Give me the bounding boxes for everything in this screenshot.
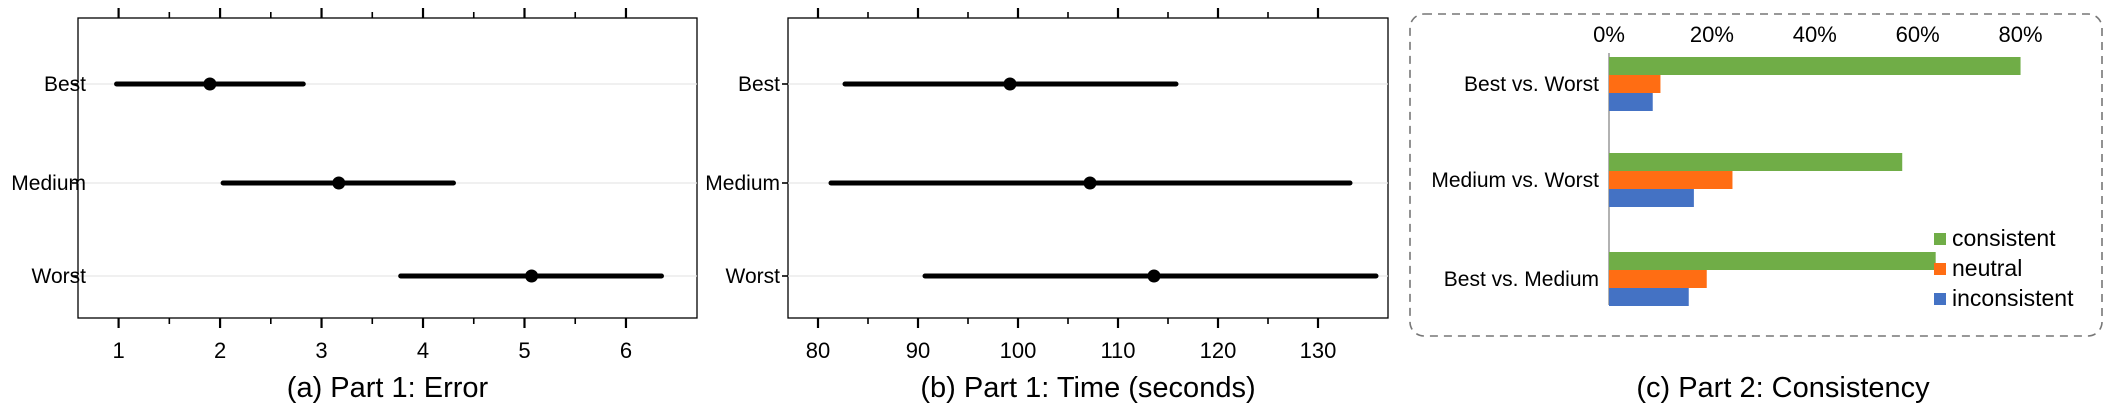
mean-point-worst (1147, 269, 1161, 283)
time-panel: 80 90 100 110 120 130 Best Medium Worst (b) Part … (705, 8, 1389, 404)
bar-consistent-medium-vs-worst (1609, 153, 1903, 171)
category-label-best: Best (44, 73, 86, 96)
category-label-best-vs-worst: Best vs. Worst (1464, 73, 1599, 96)
plot-frame (77, 17, 698, 319)
x-tick-label: 100 (1000, 338, 1037, 363)
legend-swatch-inconsistent (1934, 293, 1946, 305)
panel-caption: (a) Part 1: Error (287, 372, 489, 404)
x-tick-label: 20% (1690, 22, 1734, 47)
category-label-best-vs-medium: Best vs. Medium (1444, 268, 1599, 291)
x-tick-label: 1 (112, 338, 124, 363)
category-label-medium: Medium (705, 172, 780, 195)
mean-point-medium (332, 176, 346, 190)
legend-swatch-neutral (1934, 263, 1946, 275)
category-label-best: Best (738, 73, 780, 96)
legend-label-inconsistent: inconsistent (1952, 285, 2074, 311)
plot-frame (787, 17, 1389, 319)
x-tick-label: 0% (1593, 22, 1625, 47)
panel-caption: (c) Part 2: Consistency (1636, 372, 1930, 404)
consistency-panel: 0% 20% 40% 60% 80% Best vs. Worst Medium vs. W… (1409, 13, 2103, 404)
bar-inconsistent-medium-vs-worst (1609, 189, 1694, 207)
x-tick-label: 80 (806, 338, 830, 363)
category-label-worst: Worst (726, 265, 781, 288)
bar-consistent-best-vs-medium (1609, 252, 1936, 270)
x-tick-label: 4 (417, 338, 429, 363)
panel-frame (1409, 13, 2103, 337)
x-tick-label: 110 (1100, 338, 1135, 363)
x-tick-label: 90 (906, 338, 930, 363)
category-label-worst: Worst (32, 265, 87, 288)
x-tick-label: 3 (315, 338, 327, 363)
x-tick-label: 6 (620, 338, 632, 363)
bar-neutral-best-vs-medium (1609, 270, 1707, 288)
x-tick-label: 5 (518, 338, 530, 363)
bar-neutral-medium-vs-worst (1609, 171, 1733, 189)
category-label-medium-vs-worst: Medium vs. Worst (1431, 169, 1599, 192)
legend-swatch-consistent (1934, 233, 1946, 245)
category-label-medium: Medium (11, 172, 86, 195)
legend-label-neutral: neutral (1952, 255, 2022, 281)
mean-point-worst (525, 269, 539, 283)
x-tick-label: 60% (1896, 22, 1940, 47)
bar-inconsistent-best-vs-medium (1609, 288, 1689, 306)
x-tick-label: 80% (1999, 22, 2043, 47)
error-panel: 1 2 3 4 5 6 Best Medium Worst (a) Part 1: Error (11, 8, 698, 404)
x-tick-label: 130 (1300, 338, 1337, 363)
x-tick-label: 2 (214, 338, 226, 363)
bar-inconsistent-best-vs-worst (1609, 93, 1653, 111)
panel-caption: (b) Part 1: Time (seconds) (920, 372, 1255, 404)
x-tick-label: 120 (1200, 338, 1237, 363)
mean-point-best (203, 77, 217, 91)
x-tick-label: 40% (1793, 22, 1837, 47)
legend-label-consistent: consistent (1952, 225, 2056, 251)
mean-point-medium (1083, 176, 1097, 190)
mean-point-best (1003, 77, 1017, 91)
bar-neutral-best-vs-worst (1609, 75, 1661, 93)
bar-consistent-best-vs-worst (1609, 57, 2021, 75)
